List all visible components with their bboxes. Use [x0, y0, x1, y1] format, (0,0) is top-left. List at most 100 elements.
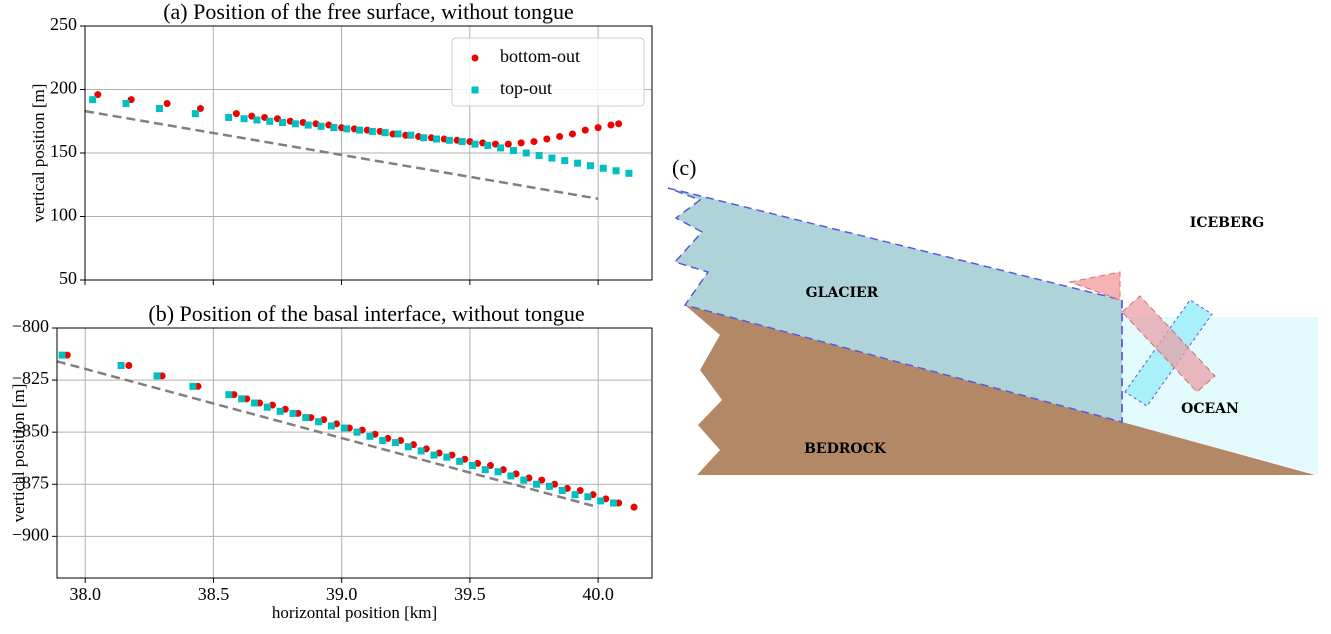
point — [317, 122, 325, 130]
point — [468, 462, 476, 469]
point — [122, 99, 130, 107]
point — [253, 116, 261, 124]
point — [443, 453, 451, 461]
point — [225, 113, 233, 121]
point — [404, 443, 412, 451]
point — [430, 451, 438, 459]
point — [599, 164, 607, 172]
y-tick-label: 150 — [50, 141, 77, 161]
point — [250, 399, 258, 407]
point — [240, 115, 248, 123]
x-axis-label: horizontal position [km] — [272, 603, 437, 622]
point — [581, 126, 589, 134]
point — [574, 159, 582, 167]
point — [556, 132, 564, 140]
x-tick-label: 40.0 — [582, 584, 614, 604]
reference-line — [56, 360, 599, 509]
point — [432, 135, 440, 143]
point — [58, 351, 66, 359]
plot-frame — [56, 327, 653, 579]
point — [327, 422, 335, 430]
point — [509, 146, 517, 154]
point — [379, 437, 387, 444]
point — [504, 140, 512, 148]
point — [458, 138, 466, 146]
y-tick-label: −900 — [12, 524, 49, 544]
point — [497, 144, 505, 152]
point — [417, 447, 425, 455]
legend-marker — [471, 86, 479, 94]
point — [597, 497, 605, 505]
point — [481, 466, 489, 474]
point — [225, 391, 233, 399]
point — [356, 126, 364, 134]
point — [340, 424, 348, 432]
point — [517, 139, 525, 147]
ocean-label: OCEAN — [1181, 401, 1239, 417]
bedrock-label: BEDROCK — [804, 441, 887, 457]
point — [125, 362, 133, 369]
legend-label: top-out — [500, 78, 552, 98]
point — [289, 409, 297, 417]
point — [407, 131, 415, 139]
point — [584, 493, 592, 501]
point — [381, 129, 389, 137]
panel-label: (c) — [672, 155, 696, 180]
point — [615, 120, 623, 128]
point — [304, 121, 312, 129]
point — [494, 468, 502, 476]
pink-wedge — [1068, 271, 1121, 301]
iceberg-label: ICEBERG — [1190, 215, 1264, 231]
glacier — [667, 187, 1123, 423]
point — [232, 110, 240, 118]
point — [263, 403, 271, 411]
point — [530, 138, 538, 146]
point — [520, 476, 528, 484]
point — [543, 135, 551, 143]
point — [548, 154, 556, 162]
legend-marker — [471, 54, 479, 62]
point — [571, 491, 579, 499]
point — [291, 120, 299, 128]
point — [568, 130, 576, 138]
chart-title: (a) Position of the free surface, withou… — [163, 0, 574, 24]
point — [471, 140, 479, 148]
x-tick-label: 39.0 — [326, 584, 358, 604]
point — [630, 503, 638, 511]
point — [625, 169, 633, 177]
y-tick-label: 50 — [59, 268, 77, 288]
point — [392, 439, 400, 447]
point — [535, 152, 543, 160]
point — [302, 414, 310, 422]
point — [507, 472, 515, 480]
point — [189, 382, 197, 390]
point — [533, 480, 541, 488]
y-tick-label: 200 — [50, 78, 77, 98]
point — [343, 125, 351, 133]
point — [279, 119, 287, 127]
plot-frame — [84, 25, 653, 281]
y-tick-label: 100 — [50, 205, 77, 225]
iceberg-pink — [1121, 295, 1216, 393]
y-tick-label: −875 — [12, 472, 49, 492]
legend-label: bottom-out — [500, 46, 580, 66]
point — [561, 157, 569, 165]
point — [163, 99, 171, 107]
point — [610, 499, 618, 507]
point — [276, 407, 284, 415]
y-axis-label: vertical position [m] — [9, 384, 28, 523]
chart-title: (b) Position of the basal interface, wit… — [148, 301, 584, 326]
y-tick-label: −825 — [12, 368, 49, 388]
point — [445, 136, 453, 144]
point — [522, 149, 530, 157]
point — [330, 124, 338, 132]
point — [366, 432, 374, 440]
point — [191, 110, 199, 118]
point — [545, 482, 553, 490]
y-axis-label: vertical position [m] — [29, 84, 48, 223]
point — [117, 362, 125, 369]
point — [266, 117, 274, 125]
x-tick-label: 39.5 — [454, 584, 486, 604]
glacier-label: GLACIER — [806, 285, 879, 301]
